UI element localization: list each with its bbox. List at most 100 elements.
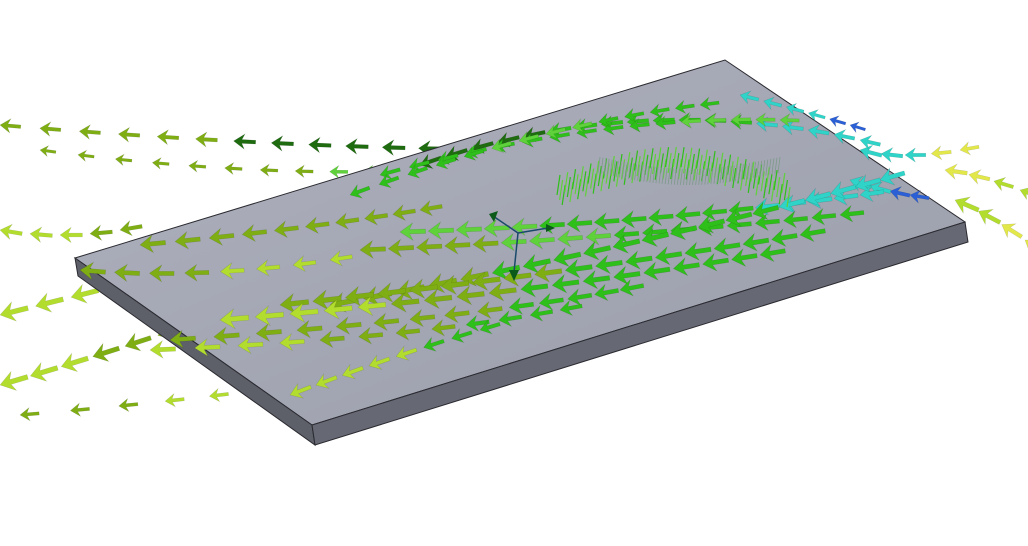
vortex-hatch <box>664 168 668 185</box>
vortex-hatch <box>692 168 695 186</box>
flow-arrow <box>477 300 503 320</box>
flow-arrow <box>289 302 319 324</box>
vortex-hatch <box>783 179 789 201</box>
flow-arrow <box>564 258 593 279</box>
flow-arrow <box>557 229 583 248</box>
flow-arrow <box>358 326 384 345</box>
vortex-hatch <box>731 165 735 182</box>
vortex-hatch <box>695 148 701 169</box>
vortex-hatch <box>701 168 705 185</box>
flow-arrow <box>373 312 400 332</box>
flow-arrow <box>755 112 776 128</box>
vortex-hatch <box>673 168 677 185</box>
flow-arrow <box>390 292 420 313</box>
flow-arrow <box>518 130 540 146</box>
flow-arrow <box>649 103 670 118</box>
flow-arrow <box>456 285 485 306</box>
vortex-hatch <box>628 163 631 180</box>
vortex-hatch <box>747 163 750 180</box>
flow-arrow <box>114 263 140 283</box>
flow-arrow <box>500 232 527 252</box>
flow-arrow <box>423 336 445 352</box>
vortex-hatch <box>587 163 592 184</box>
flow-arrow <box>508 296 535 315</box>
flow-arrow <box>0 223 23 241</box>
flow-arrow <box>674 205 701 224</box>
vortex-hatch <box>676 168 680 185</box>
flow-arrow <box>763 96 783 111</box>
vortex-hatch <box>670 158 675 180</box>
vortex-hatch <box>768 174 773 195</box>
flow-arrow <box>399 222 426 242</box>
vortex-hatch <box>592 173 597 194</box>
vortex-hatch <box>679 168 683 185</box>
flow-arrow <box>771 228 798 247</box>
flow-arrow <box>1019 186 1028 201</box>
flow-arrow <box>880 146 904 164</box>
flow-arrow <box>184 263 210 282</box>
vortex-hatch <box>693 160 698 181</box>
flow-arrow <box>465 314 490 332</box>
vortex-hatch <box>608 168 613 189</box>
vortex-hatch <box>657 147 662 168</box>
flow-arrow <box>444 235 471 255</box>
flow-arrow <box>0 301 29 322</box>
vortex-hatch <box>722 166 726 183</box>
vortex-hatch <box>719 152 724 173</box>
flow-arrow <box>117 126 141 143</box>
vortex-hatch <box>689 168 692 186</box>
vortex-hatch <box>752 168 757 189</box>
vortex-hatch <box>719 167 723 184</box>
flow-arrow <box>759 243 786 263</box>
vortex-hatch <box>579 166 584 187</box>
vortex-hatch <box>685 159 690 180</box>
flow-arrow <box>859 184 885 203</box>
flow-arrow <box>151 156 170 170</box>
vortex-hatch <box>768 158 772 175</box>
flow-arrow <box>697 214 726 234</box>
vortex-hatch <box>774 157 778 174</box>
flow-arrow <box>195 131 218 148</box>
flow-arrow <box>124 332 152 352</box>
vortex-hatch <box>688 147 693 168</box>
vortex-hatch <box>745 165 750 187</box>
vortex-hatch <box>721 159 726 180</box>
flow-arrow <box>219 262 245 280</box>
flow-arrow <box>19 406 40 422</box>
flow-arrow <box>308 136 332 154</box>
flow-arrow <box>364 208 389 226</box>
vortex-hatch <box>625 162 628 179</box>
vortex-hatch <box>698 168 702 185</box>
flow-arrow <box>566 214 593 233</box>
flow-arrow <box>224 161 243 176</box>
vortex-hatch <box>786 186 791 208</box>
flow-arrow <box>545 124 566 139</box>
vortex-hatch <box>716 164 721 185</box>
flow-arrow <box>811 207 837 226</box>
vortex-hatch <box>680 147 685 168</box>
coordinate-axis-triad-icon <box>489 211 555 281</box>
flow-arrow <box>944 163 968 181</box>
flow-arrow <box>294 164 314 179</box>
flow-arrow <box>553 247 582 268</box>
vortex-hatch <box>633 150 639 171</box>
flow-arrow <box>833 128 856 145</box>
flow-arrow <box>0 118 22 134</box>
flow-arrow <box>409 278 438 299</box>
vortex-hatch <box>606 158 610 175</box>
flow-arrow <box>648 207 674 227</box>
vortex-hatch <box>765 159 769 176</box>
vortex-hatch <box>716 167 720 184</box>
vortex-hatch <box>640 165 644 182</box>
flow-arrow <box>807 109 826 122</box>
flow-arrow <box>427 221 454 241</box>
vortex-hatch <box>652 166 656 183</box>
flow-arrow <box>752 200 780 221</box>
vortex-hatch <box>613 161 618 182</box>
vortex-hatch <box>569 181 574 203</box>
vortex-hatch <box>652 153 657 175</box>
vortex-hatch <box>672 146 677 168</box>
flow-arrow <box>114 153 133 167</box>
vortex-hatch <box>713 167 717 184</box>
